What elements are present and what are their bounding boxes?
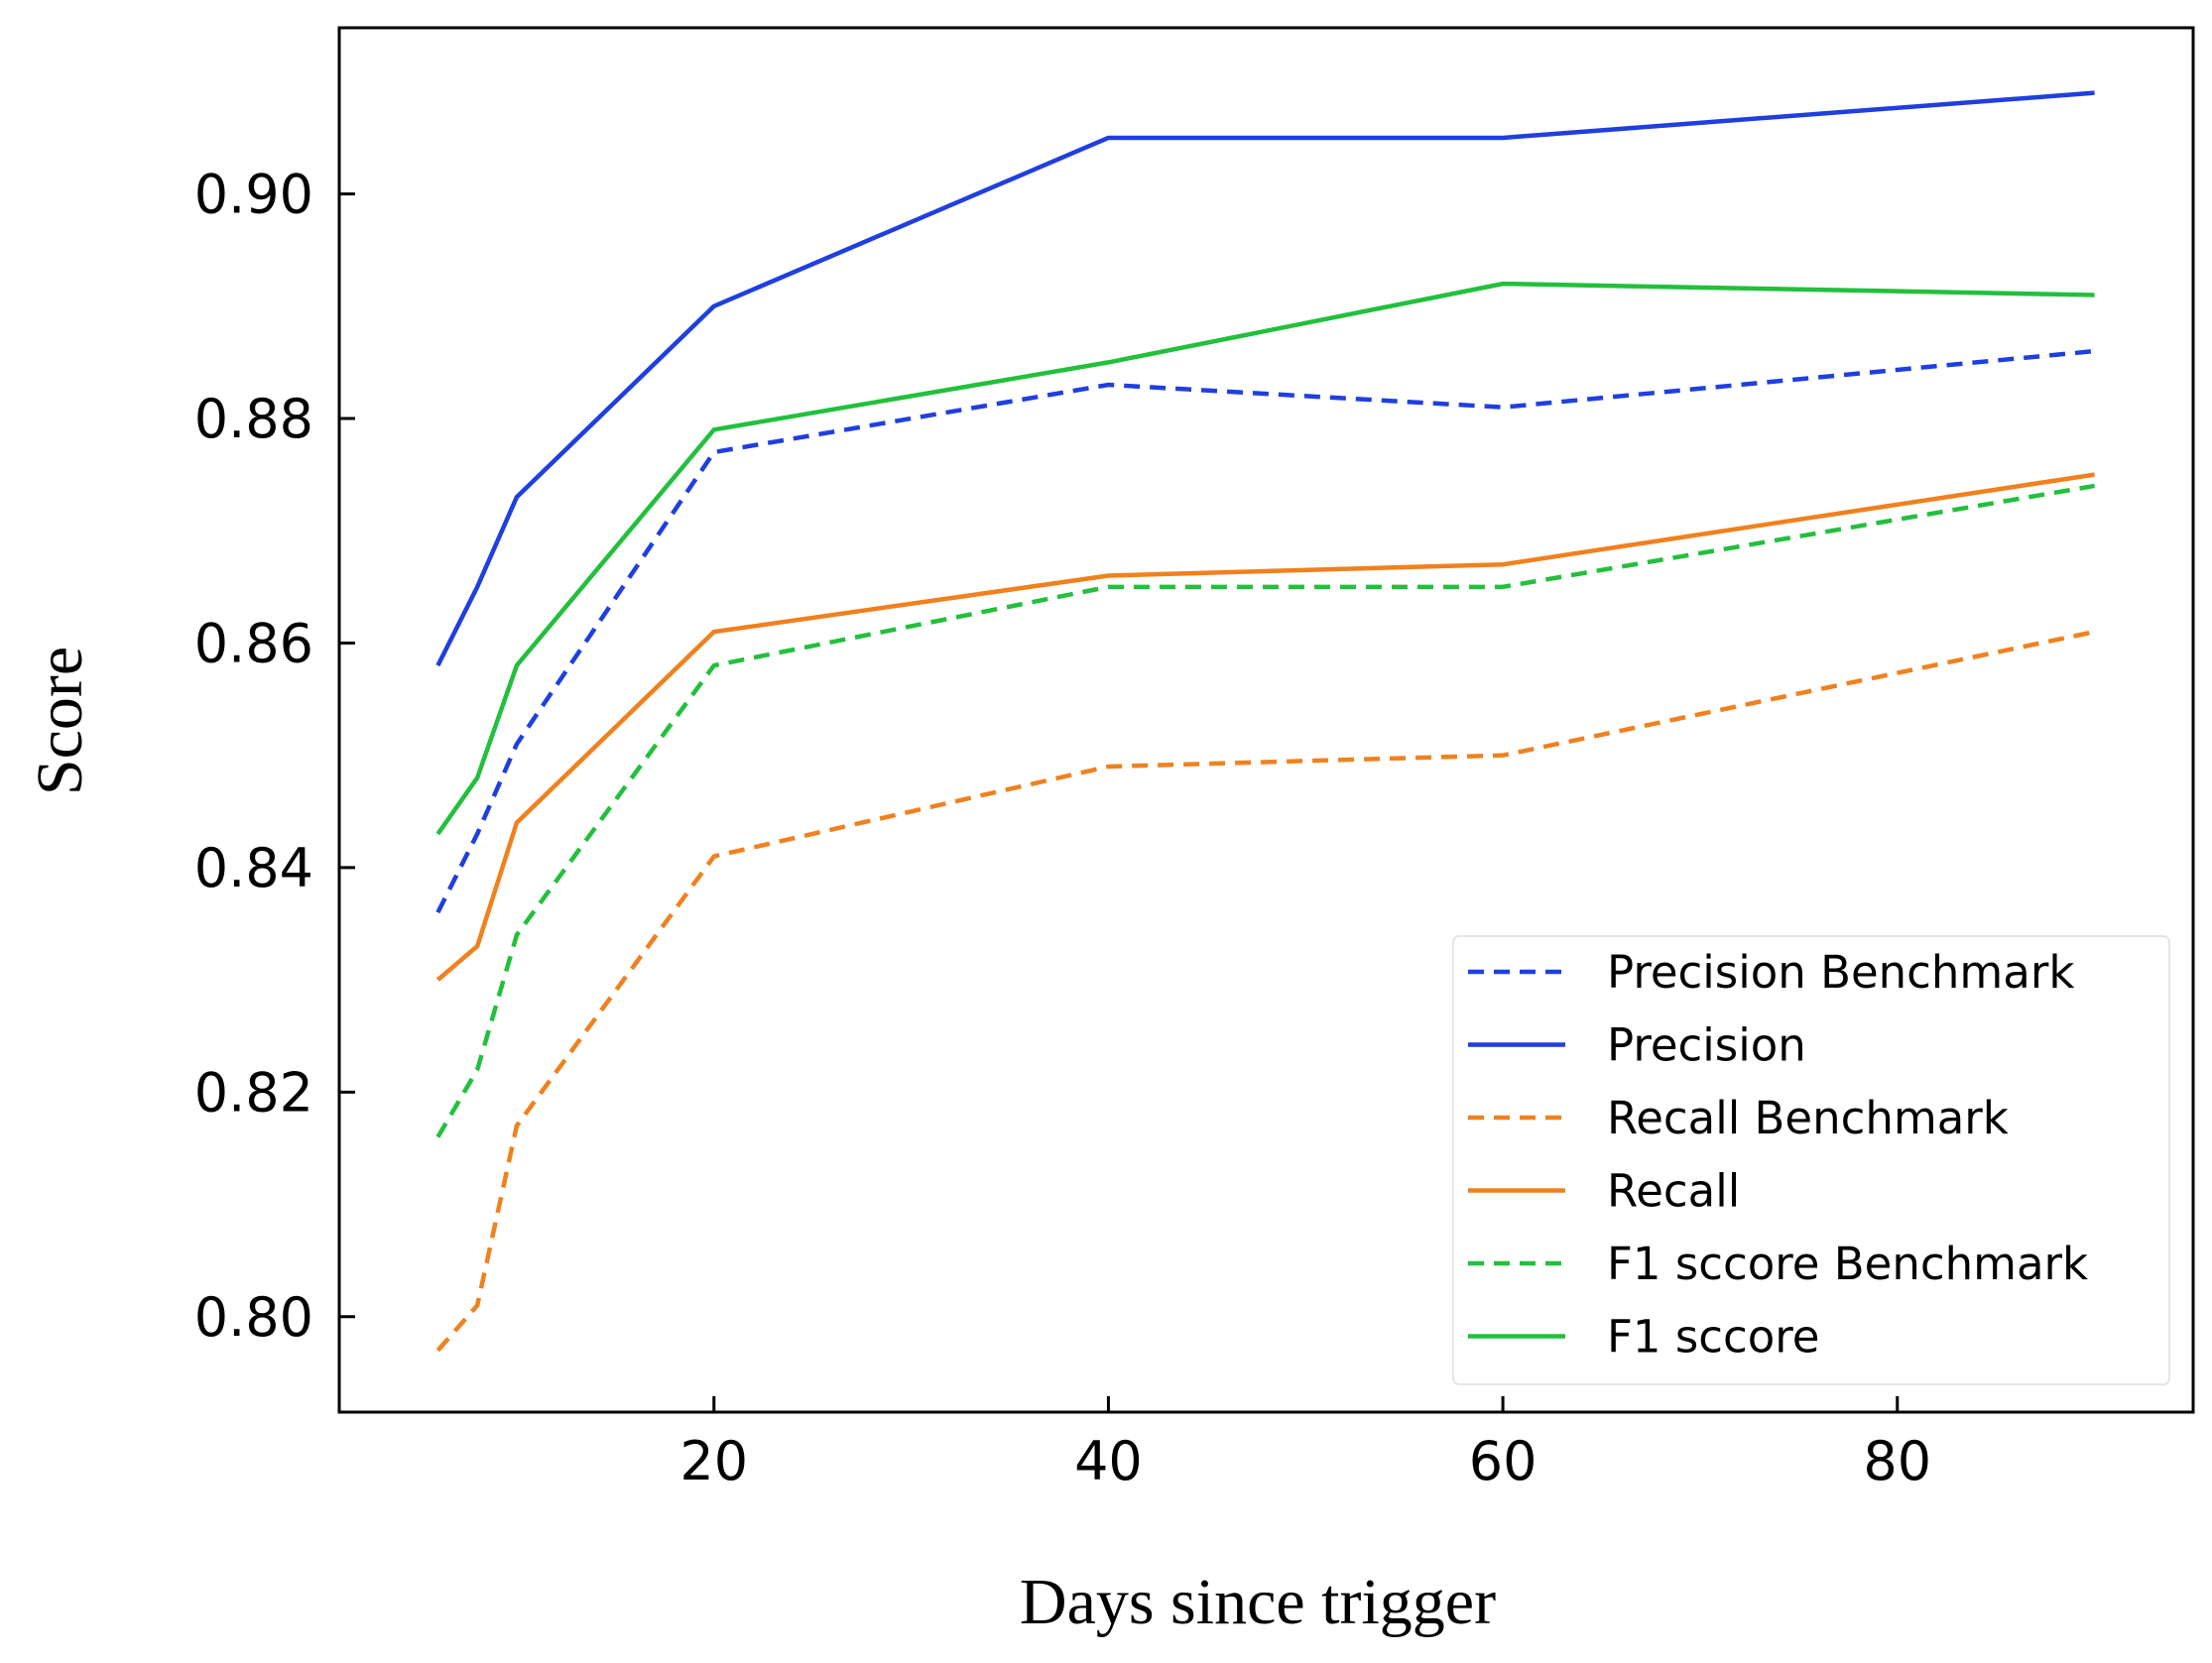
series-layer — [435, 90, 2096, 1353]
y-tick-label: 0.84 — [194, 837, 313, 899]
legend: Precision Benchmark Precision Recall Bench… — [1452, 935, 2170, 1385]
y-tick-label: 0.82 — [194, 1061, 313, 1124]
y-tick-label: 0.80 — [194, 1286, 313, 1349]
y-tick-label: 0.88 — [194, 388, 313, 450]
legend-label-f1-sccore-benchmark: F1 sccore Benchmark — [1607, 1238, 2088, 1290]
legend-label-recall: Recall — [1607, 1165, 1740, 1218]
y-tick-label: 0.86 — [194, 612, 313, 674]
x-tick-label: 80 — [1863, 1430, 1931, 1492]
y-axis-label: Score — [24, 647, 96, 795]
x-axis: 20 40 60 80 — [679, 1396, 1931, 1492]
x-tick-label: 60 — [1469, 1430, 1537, 1492]
x-tick-label: 40 — [1074, 1430, 1143, 1492]
plot-frame — [337, 26, 2195, 1414]
legend-label-f1-sccore: F1 sccore — [1607, 1311, 1819, 1364]
series-line-f1-sccore-benchmark — [435, 483, 2095, 1138]
legend-label-precision: Precision — [1607, 1019, 1806, 1072]
series-line-precision-benchmark — [435, 348, 2095, 914]
series-line-f1-sccore — [435, 281, 2095, 836]
series-line-precision — [435, 90, 2095, 667]
legend-label-recall-benchmark: Recall Benchmark — [1607, 1092, 2009, 1144]
legend-label-precision-benchmark: Precision Benchmark — [1607, 946, 2074, 999]
x-tick-label: 20 — [679, 1430, 748, 1492]
series-line-recall-benchmark — [435, 629, 2096, 1353]
legend-box — [1452, 935, 2170, 1385]
y-tick-label: 0.90 — [194, 164, 313, 226]
x-axis-label: Days since trigger — [1020, 1566, 1496, 1638]
series-line-recall — [435, 472, 2095, 982]
y-axis: 0.80 0.82 0.84 0.86 0.88 0.90 — [194, 164, 355, 1349]
